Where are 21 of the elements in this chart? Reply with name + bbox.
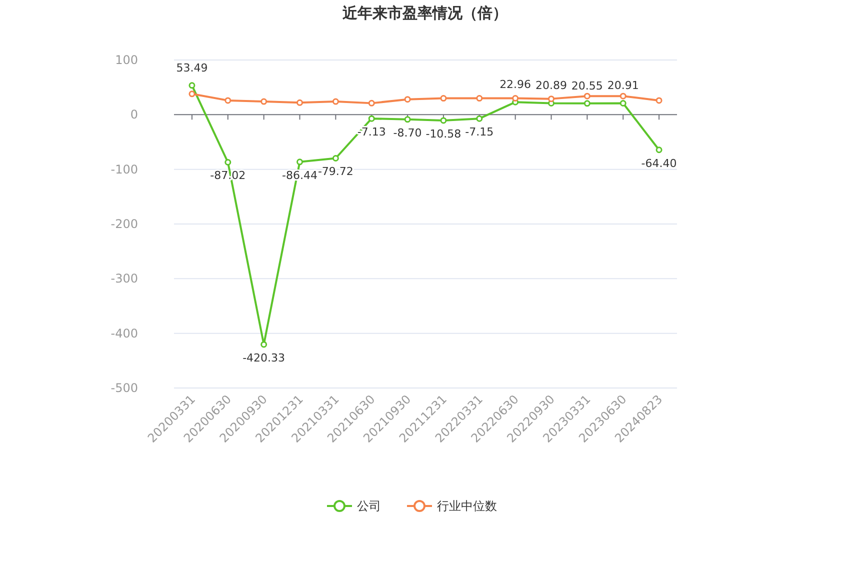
y-tick-label: -100 xyxy=(110,162,138,176)
y-tick-label: 100 xyxy=(115,53,138,67)
y-tick-label: -500 xyxy=(110,381,138,395)
chart-title: 近年来市盈率情况（倍） xyxy=(342,4,508,22)
data-label: -10.58 xyxy=(426,127,462,140)
data-label: 20.89 xyxy=(536,79,567,92)
data-label: -420.33 xyxy=(242,351,286,364)
y-tick-label: 0 xyxy=(130,108,138,122)
data-label: -8.70 xyxy=(393,126,422,140)
y-tick-label: -400 xyxy=(110,326,138,340)
y-tick-label: -300 xyxy=(110,272,138,286)
data-label: 22.96 xyxy=(500,78,532,92)
legend-label: 公司 xyxy=(357,499,381,513)
data-label: 53.49 xyxy=(176,61,208,74)
y-tick-label: -200 xyxy=(110,217,138,231)
legend-label: 行业中位数 xyxy=(437,499,497,513)
data-label: 20.55 xyxy=(571,79,603,92)
data-label: -64.40 xyxy=(641,156,677,170)
data-label: 20.91 xyxy=(607,79,639,92)
data-label: -7.15 xyxy=(465,126,494,139)
data-label: -79.72 xyxy=(318,165,354,178)
